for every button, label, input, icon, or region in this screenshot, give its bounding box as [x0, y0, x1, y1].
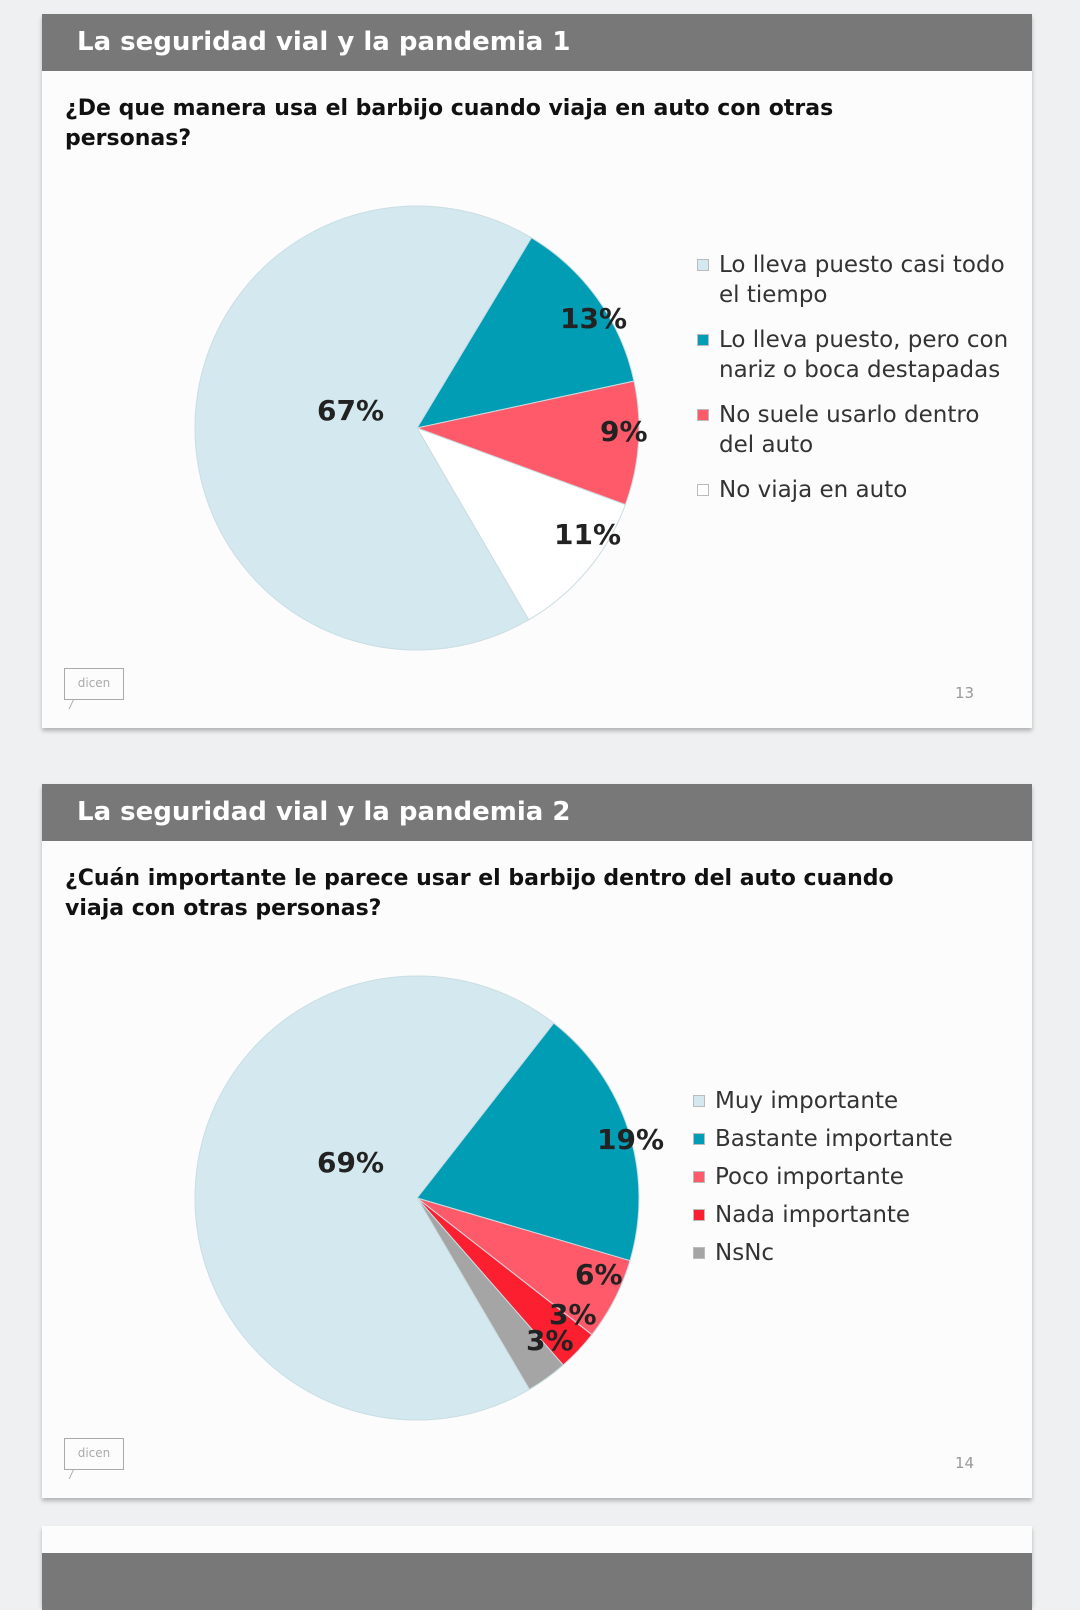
- legend-label: Poco importante: [715, 1164, 904, 1190]
- legend-item: Nada importante: [693, 1200, 953, 1230]
- slide-13: La seguridad vial y la pandemia 1 ¿De qu…: [42, 14, 1032, 728]
- question: ¿De que manera usa el barbijo cuando via…: [65, 96, 834, 151]
- legend-label: Lo lleva puesto, pero con nariz o boca d…: [719, 327, 1009, 383]
- legend-swatch: [697, 484, 709, 496]
- legend-item: No suele usarlo dentro del auto: [697, 400, 1019, 460]
- legend: Muy importante Bastante importante Poco im…: [693, 1086, 953, 1276]
- slice-label: 3%: [526, 1324, 574, 1357]
- slice-label: 11%: [554, 518, 621, 551]
- legend-item: Bastante importante: [693, 1124, 953, 1154]
- legend-label: Bastante importante: [715, 1126, 953, 1152]
- pie-slice: [415, 427, 626, 621]
- legend-item: Poco importante: [693, 1162, 953, 1192]
- legend-swatch: [693, 1095, 705, 1107]
- legend-swatch: [693, 1209, 705, 1221]
- slide-title: La seguridad vial y la pandemia 2: [42, 784, 1032, 841]
- slice-label: 9%: [600, 415, 648, 448]
- pie-slice: [416, 1022, 640, 1262]
- slice-label: 3%: [549, 1298, 597, 1331]
- legend-item: Muy importante: [693, 1086, 953, 1116]
- legend-swatch: [693, 1171, 705, 1183]
- dicen-logo: dicen: [64, 668, 124, 700]
- legend-item: NsNc: [693, 1238, 953, 1268]
- legend-swatch: [697, 334, 709, 346]
- slice-label: 69%: [317, 1146, 384, 1179]
- pie-slice: [415, 380, 640, 506]
- legend-label: Nada importante: [715, 1202, 911, 1228]
- slice-label: 67%: [317, 394, 384, 427]
- slide-title: La seguridad vial y la pandemia 1: [42, 14, 1032, 71]
- legend-label: NsNc: [715, 1240, 775, 1266]
- pie-slice: [415, 237, 635, 429]
- legend-swatch: [697, 409, 709, 421]
- slice-label: 6%: [575, 1258, 623, 1291]
- page-number: 13: [955, 684, 975, 702]
- slide-14: La seguridad vial y la pandemia 2 ¿Cuán …: [42, 784, 1032, 1498]
- slice-label: 19%: [597, 1123, 664, 1156]
- slide-15: [42, 1526, 1032, 1610]
- question: ¿Cuán importante le parece usar el barbi…: [65, 866, 894, 921]
- pie-chart: 13% 9% 11% 67%: [194, 205, 648, 651]
- slice-label: 13%: [560, 302, 627, 335]
- legend-label: No viaja en auto: [719, 477, 908, 503]
- legend-swatch: [697, 259, 709, 271]
- dicen-logo: dicen: [64, 1438, 124, 1470]
- legend-item: No viaja en auto: [697, 475, 1019, 505]
- legend-item: Lo lleva puesto casi todo el tiempo: [697, 250, 1019, 310]
- legend-label: Lo lleva puesto casi todo el tiempo: [719, 252, 1005, 308]
- legend-label: Muy importante: [715, 1088, 899, 1114]
- pie-slice: [194, 975, 555, 1421]
- pie-slice: [194, 205, 533, 651]
- legend-swatch: [693, 1133, 705, 1145]
- legend: Lo lleva puesto casi todo el tiempo Lo ll…: [697, 250, 1019, 520]
- slide-header: [42, 1553, 1032, 1610]
- page-number: 14: [955, 1454, 975, 1472]
- legend-label: No suele usarlo dentro del auto: [719, 402, 980, 458]
- legend-item: Lo lleva puesto, pero con nariz o boca d…: [697, 325, 1019, 385]
- legend-swatch: [693, 1247, 705, 1259]
- pie-chart: 19%6%3%3%69%: [194, 975, 664, 1421]
